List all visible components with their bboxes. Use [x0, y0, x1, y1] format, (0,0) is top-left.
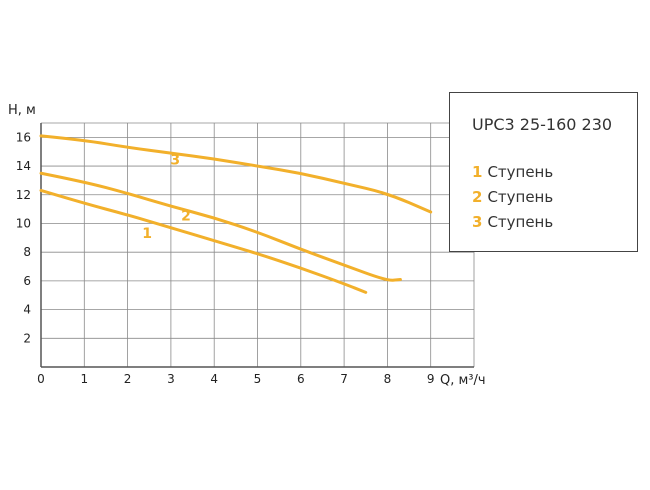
series: [39, 134, 433, 294]
x-tick-label: 1: [80, 372, 88, 386]
x-tick-label: 9: [427, 372, 435, 386]
axes: [40, 123, 474, 368]
grid: [41, 122, 475, 367]
curve-label-3: 3: [170, 153, 180, 169]
legend-text: Ступень: [487, 213, 554, 231]
x-tick-label: 0: [37, 372, 45, 386]
series-line-3: [39, 134, 433, 214]
y-tick-label: 14: [16, 159, 31, 173]
series-line-1: [39, 188, 368, 294]
curve-label-2: 2: [181, 209, 191, 225]
y-tick-label: 4: [23, 303, 31, 317]
legend-text: Ступень: [487, 188, 554, 206]
x-tick-label: 4: [210, 372, 218, 386]
series-line-2: [39, 171, 402, 282]
x-axis-title: Q, м³/ч: [440, 373, 486, 388]
y-axis-title: H, м: [8, 103, 36, 118]
legend-item-2: 2 Ступень: [472, 188, 553, 206]
legend: UPC3 25-160 230 1 Ступень 2 Ступень 3 Ступе…: [449, 92, 638, 252]
y-tick-label: 16: [16, 130, 31, 144]
x-tick-label: 7: [340, 372, 348, 386]
legend-number: 1: [472, 163, 483, 181]
y-tick-label: 2: [23, 331, 31, 345]
legend-item-3: 3 Ступень: [472, 213, 553, 231]
x-tick-label: 6: [297, 372, 305, 386]
legend-item-1: 1 Ступень: [472, 163, 553, 181]
y-tick-label: 6: [23, 274, 31, 288]
legend-number: 3: [472, 213, 483, 231]
x-tick-label: 3: [167, 372, 175, 386]
x-tick-label: 2: [124, 372, 132, 386]
x-tick-label: 8: [384, 372, 392, 386]
y-tick-label: 12: [16, 188, 31, 202]
y-tick-label: 8: [23, 245, 31, 259]
legend-title: UPC3 25-160 230: [472, 115, 613, 134]
legend-number: 2: [472, 188, 483, 206]
x-tick-label: 5: [254, 372, 262, 386]
y-tick-label: 10: [16, 216, 31, 230]
curve-labels: 1 2 3: [142, 153, 191, 242]
curve-label-1: 1: [142, 226, 152, 242]
legend-text: Ступень: [487, 163, 554, 181]
